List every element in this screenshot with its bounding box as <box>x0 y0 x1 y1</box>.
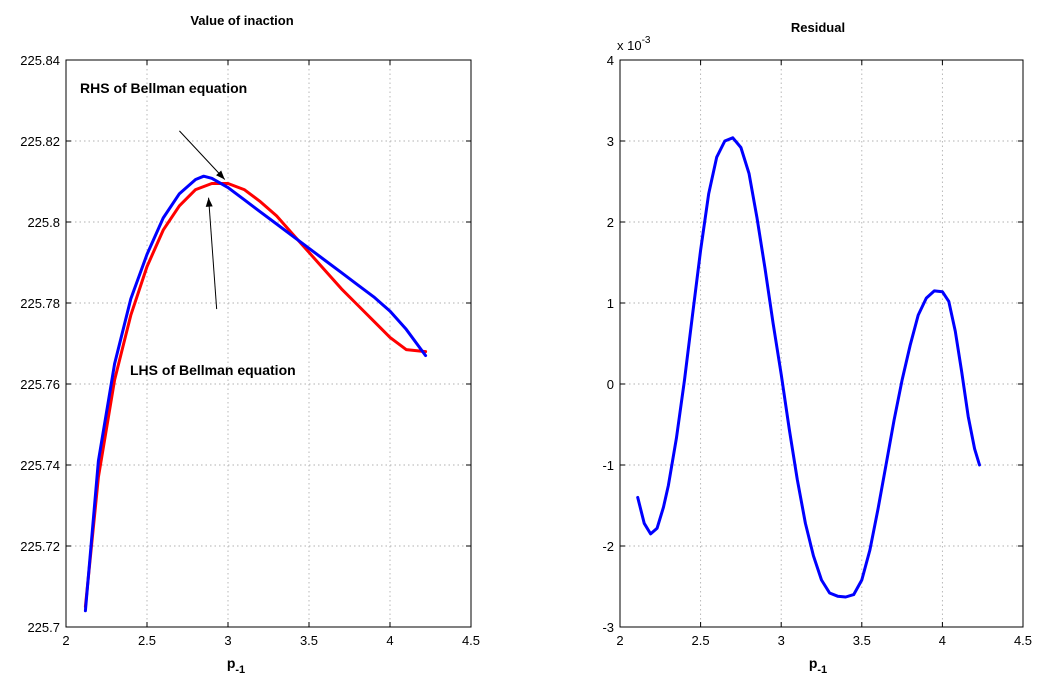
series-line-1 <box>83 174 428 613</box>
y-tick-label: 3 <box>607 134 614 149</box>
tick-marks <box>619 59 1024 628</box>
y-tick-label: 225.7 <box>27 620 60 635</box>
x-axis-label: p-1 <box>227 655 245 676</box>
series-group <box>636 136 981 599</box>
y-tick-label: 0 <box>607 377 614 392</box>
y-tick-label: 1 <box>607 296 614 311</box>
x-axis-label-base: p <box>227 655 236 671</box>
y-tick-label: -3 <box>602 620 614 635</box>
x-axis-label-subscript: -1 <box>817 664 827 676</box>
x-tick-label: 2.5 <box>138 633 156 648</box>
x-axis-label-base: p <box>809 655 818 671</box>
annotations: RHS of Bellman equation LHS of Bellman e… <box>80 80 296 378</box>
y-tick-label: 2 <box>607 215 614 230</box>
x-tick-labels: 2 2.5 3 3.5 4 4.5 <box>62 633 480 648</box>
y-tick-label: 225.72 <box>20 539 60 554</box>
y-tick-label: 225.74 <box>20 458 60 473</box>
rhs-annotation-label: RHS of Bellman equation <box>80 80 247 96</box>
x-axis-label: p-1 <box>809 655 827 676</box>
exponent-base: x 10 <box>617 38 642 53</box>
series-line-0 <box>83 182 428 609</box>
x-tick-label: 3.5 <box>300 633 318 648</box>
y-tick-labels: -3 -2 -1 0 1 2 3 4 <box>602 53 614 635</box>
x-tick-label: 4 <box>939 633 946 648</box>
x-tick-label: 3 <box>778 633 785 648</box>
chart-title: Value of inaction <box>190 13 293 28</box>
x-tick-label: 4.5 <box>1014 633 1032 648</box>
axes-frame <box>619 59 1024 628</box>
exponent-power: -3 <box>642 35 651 46</box>
lhs-annotation-arrow <box>208 197 218 310</box>
series-line-0 <box>636 136 981 599</box>
y-tick-label: 225.82 <box>20 134 60 149</box>
y-tick-label: 225.84 <box>20 53 60 68</box>
x-tick-label: 4 <box>386 633 393 648</box>
x-tick-label: 2 <box>616 633 623 648</box>
grid <box>620 60 1023 627</box>
rhs-annotation-arrow <box>179 130 226 180</box>
lhs-annotation-arrowhead <box>205 197 213 207</box>
x-axis-label-subscript: -1 <box>235 664 245 676</box>
x-tick-label: 3 <box>224 633 231 648</box>
y-axis-exponent: x 10-3 <box>617 35 651 53</box>
chart-title: Residual <box>791 20 845 35</box>
y-tick-label: 225.76 <box>20 377 60 392</box>
y-tick-label: 225.8 <box>27 215 60 230</box>
rhs-annotation-arrowhead <box>216 170 225 180</box>
y-tick-label: -2 <box>602 539 614 554</box>
tick-marks <box>65 59 472 628</box>
y-tick-label: 225.78 <box>20 296 60 311</box>
x-tick-label: 3.5 <box>853 633 871 648</box>
x-tick-label: 4.5 <box>462 633 480 648</box>
y-tick-label: 4 <box>607 53 614 68</box>
grid <box>66 60 471 627</box>
x-tick-label: 2 <box>62 633 69 648</box>
y-tick-label: -1 <box>602 458 614 473</box>
x-tick-label: 2.5 <box>692 633 710 648</box>
lhs-annotation-label: LHS of Bellman equation <box>130 362 296 378</box>
series-group <box>83 174 428 613</box>
x-tick-labels: 2 2.5 3 3.5 4 4.5 <box>616 633 1032 648</box>
y-tick-labels: 225.7 225.72 225.74 225.76 225.78 225.8 225.82… <box>20 53 60 635</box>
axes-frame <box>65 59 472 628</box>
